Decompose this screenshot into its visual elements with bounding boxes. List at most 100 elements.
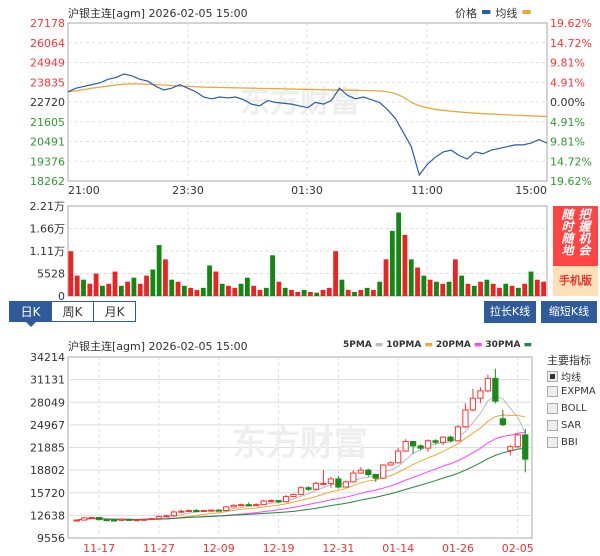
candle-body (200, 510, 207, 513)
candle-body (514, 434, 521, 448)
indicator-expma[interactable]: EXPMA (547, 386, 596, 397)
volume-bar (358, 289, 364, 296)
volume-bar (541, 281, 546, 296)
candle-body (327, 478, 335, 484)
candle-body (73, 519, 80, 522)
price-tick: 26064 (30, 37, 65, 50)
candle-body (267, 500, 275, 503)
indicator-sar-label: SAR (561, 420, 582, 431)
volume-bar (68, 251, 74, 296)
candle-body (253, 504, 260, 507)
volume-bar (314, 292, 320, 296)
volume-bar (106, 283, 112, 296)
checkbox-boll[interactable] (547, 403, 558, 414)
volume-bar (345, 289, 351, 296)
candle-body (417, 445, 424, 449)
volume-bar (226, 285, 231, 296)
volume-bar (219, 283, 225, 296)
volume-bar (402, 234, 408, 296)
date-tick: 02-05 (502, 542, 534, 555)
volume-bar (440, 283, 446, 296)
intraday-chart: 27178 19.62% 26064 14.72% 24949 9.81% 23835 4.9… (30, 17, 592, 197)
candle-body (133, 519, 140, 522)
volume-bar (471, 285, 477, 296)
time-tick: 15:00 (515, 184, 547, 197)
candle-body (312, 482, 320, 490)
volume-bar (169, 279, 175, 296)
volume-bar (93, 273, 99, 296)
candle-body (365, 469, 372, 476)
tab-weekly-k[interactable]: 周K (51, 301, 94, 322)
candle-body (178, 510, 185, 513)
candle-body (230, 504, 237, 508)
mobile-ad[interactable]: 随时随地 把握机会 手机版 (553, 206, 598, 296)
volume-bar (251, 285, 257, 296)
candle-body (223, 506, 230, 512)
volume-bar (137, 283, 143, 296)
volume-bar (100, 285, 105, 296)
candle-body (215, 509, 222, 512)
volume-bar (282, 287, 288, 296)
indicator-ma[interactable]: 均线 (547, 369, 581, 384)
time-tick: 21:00 (68, 184, 100, 197)
candle-body (163, 515, 170, 518)
volume-bar (257, 289, 263, 296)
tab-daily-k[interactable]: 日K (9, 301, 52, 322)
candle-body (275, 500, 282, 503)
volume-bar (408, 259, 414, 296)
volume-bar (503, 283, 509, 296)
volume-bar (207, 265, 212, 296)
candle-body (81, 517, 88, 521)
kline-price-tick: 34214 (30, 351, 65, 364)
indicator-bbi[interactable]: BBI (547, 437, 578, 448)
checkbox-expma[interactable] (547, 386, 558, 397)
candle-body (193, 510, 200, 513)
lengthen-kline-button[interactable]: 拉长K线 (484, 301, 536, 323)
volume-bar (118, 285, 124, 296)
date-tick: 12-31 (322, 542, 354, 555)
pct-tick: 4.91% (550, 116, 585, 129)
indicator-ma-label: 均线 (561, 373, 581, 384)
candle-body (424, 440, 432, 449)
volume-bar (295, 291, 301, 296)
indicator-sar[interactable]: SAR (547, 420, 581, 431)
volume-bar (371, 289, 376, 296)
tab-monthly-k[interactable]: 月K (93, 301, 136, 322)
date-tick: 11-27 (143, 542, 175, 555)
candle-body (447, 436, 454, 442)
volume-bar (244, 277, 250, 296)
volume-bar (490, 283, 496, 296)
candle-body (469, 397, 477, 411)
candle-body (522, 434, 529, 460)
candle-body (402, 441, 409, 452)
volume-bar (352, 291, 357, 296)
checkbox-bbi[interactable] (547, 437, 558, 448)
kline-title: 沪银主连[agm] 2026-02-05 15:00 (68, 340, 248, 353)
price-tick: 20491 (30, 136, 65, 149)
volume-bar (270, 255, 275, 296)
price-tick: 24949 (30, 57, 65, 70)
legend-30pma: 30PMA (485, 340, 521, 350)
volume-bar (427, 279, 433, 296)
checkbox-sar[interactable] (547, 420, 558, 431)
volume-bar (446, 281, 452, 296)
volume-bar (515, 287, 521, 296)
volume-tick: 0 (58, 290, 65, 300)
candle-body (125, 518, 133, 521)
shorten-kline-button[interactable]: 缩短K线 (541, 301, 597, 323)
volume-bar (263, 287, 269, 296)
indicator-boll[interactable]: BOLL (547, 403, 587, 414)
volume-bar (112, 271, 118, 296)
legend-price: 价格 (455, 7, 477, 20)
candle-body (140, 518, 148, 521)
checkbox-ma[interactable] (547, 371, 558, 382)
volume-bar (144, 275, 149, 296)
pct-tick: 14.72% (550, 37, 592, 50)
pct-tick: 9.81% (550, 57, 585, 70)
volume-bar (452, 259, 458, 296)
candle-body (410, 441, 417, 447)
ad-text-1: 把握机会 (577, 208, 591, 256)
volume-bar (131, 277, 137, 296)
candle-body (155, 515, 163, 520)
candle-body (88, 516, 95, 519)
